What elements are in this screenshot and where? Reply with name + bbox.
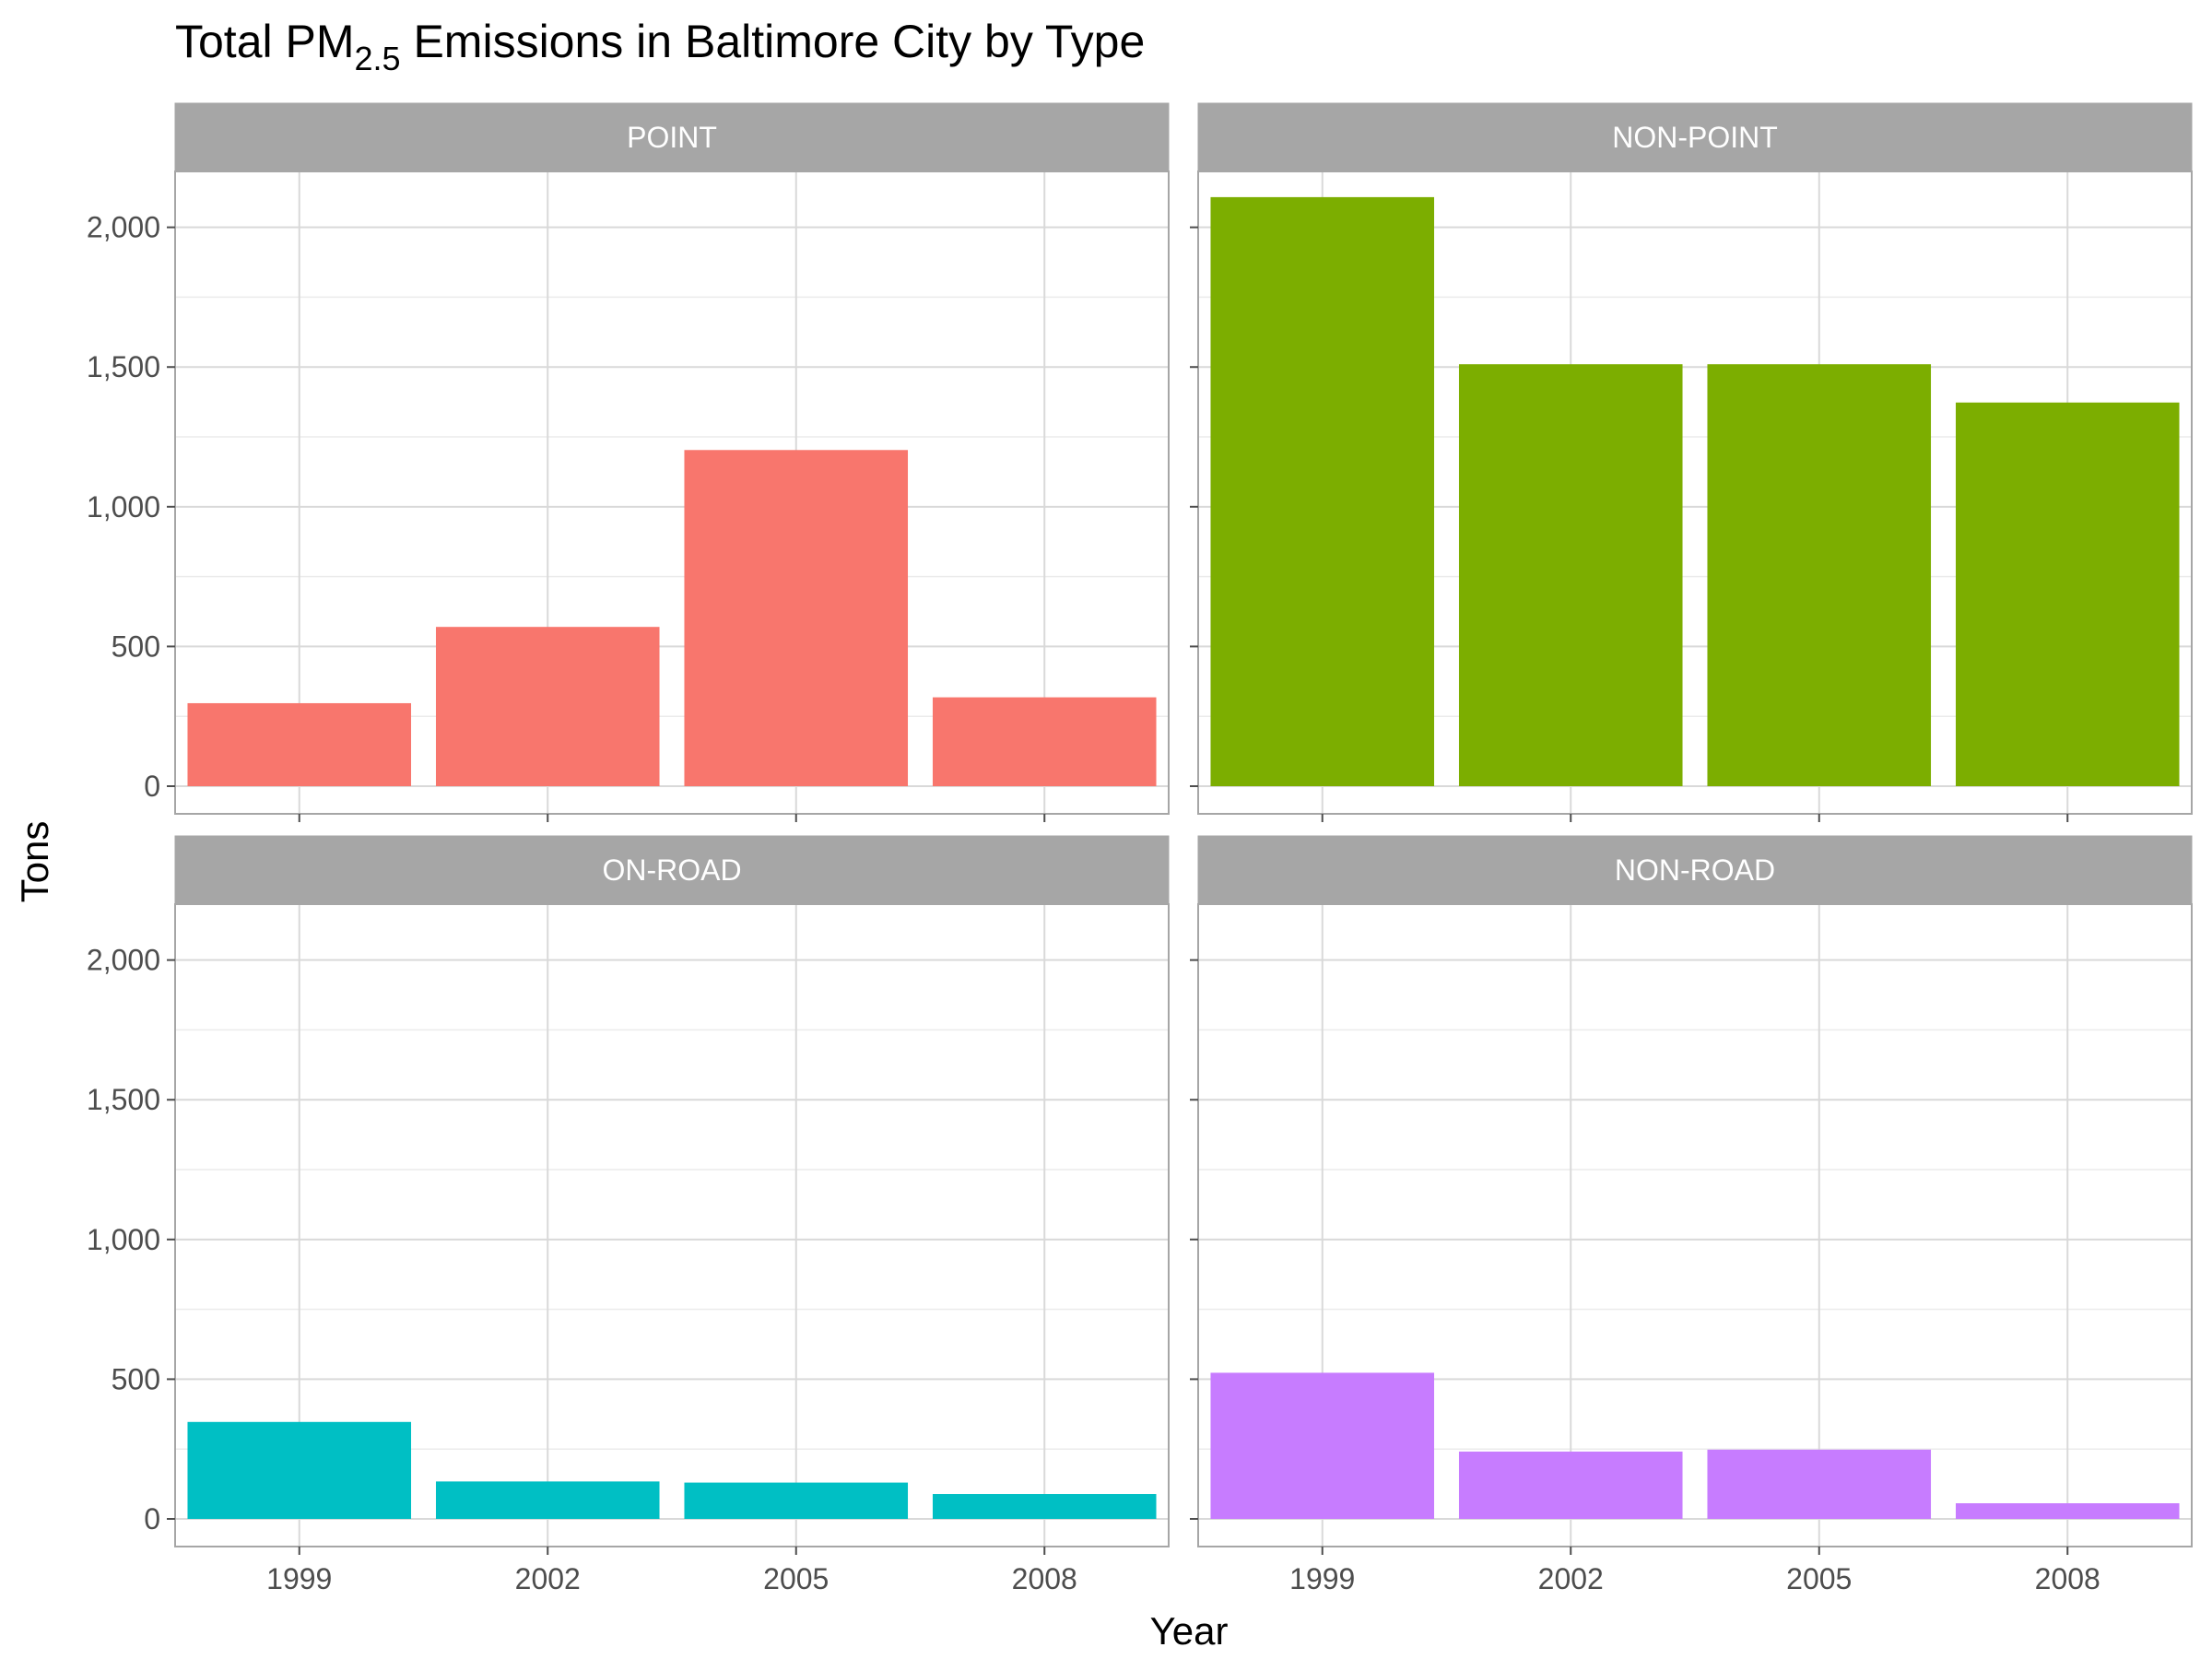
bar-non-road-2002 — [1458, 1451, 1683, 1519]
x-tick-label: 1999 — [266, 1562, 332, 1595]
strip-label-on-road: ON-ROAD — [602, 853, 741, 887]
strip-label-non-point: NON-POINT — [1612, 121, 1778, 154]
x-tick-label: 2005 — [763, 1562, 829, 1595]
bar-non-point-2008 — [1955, 402, 2180, 786]
bar-point-1999 — [187, 702, 412, 786]
bar-point-2005 — [684, 450, 909, 786]
bar-non-point-2005 — [1707, 364, 1932, 786]
chart-title-prefix: Total PM — [175, 16, 355, 67]
bar-on-road-2002 — [435, 1481, 660, 1519]
y-tick-label: 0 — [144, 770, 160, 803]
x-tick-label: 2008 — [1012, 1562, 1077, 1595]
panel-border — [174, 171, 1170, 815]
bar-non-road-2005 — [1707, 1449, 1932, 1519]
facet-panels: POINT 0 500 1,000 1,500 2,000 NON-POINT ON-ROAD… — [87, 102, 2193, 1595]
panel-non-point: NON-POINT — [1190, 102, 2193, 822]
bar-on-road-2008 — [932, 1494, 1157, 1519]
bar-non-point-2002 — [1458, 364, 1683, 786]
bar-non-point-1999 — [1210, 196, 1435, 787]
y-tick-label: 1,500 — [87, 1083, 160, 1116]
strip-non-point — [1197, 102, 2193, 172]
strip-non-road — [1197, 835, 2193, 905]
y-tick-label: 2,000 — [87, 211, 160, 244]
chart-title-suffix: Emissions in Baltimore City by Type — [401, 16, 1146, 67]
strip-label-non-road: NON-ROAD — [1615, 853, 1775, 887]
panel-border — [1197, 903, 2193, 1547]
panel-point: POINT 0 500 1,000 1,500 2,000 — [87, 102, 1170, 822]
x-tick-label: 2002 — [1538, 1562, 1604, 1595]
x-tick-label: 2005 — [1786, 1562, 1852, 1595]
x-axis-title: Year — [1150, 1609, 1229, 1653]
y-tick-label: 1,000 — [87, 1223, 160, 1256]
bar-point-2002 — [435, 627, 660, 786]
panel-border — [1197, 171, 2193, 815]
y-axis-title: Tons — [13, 821, 56, 903]
strip-point — [174, 102, 1170, 172]
chart-title-subscript: 2.5 — [355, 40, 401, 77]
strip-on-road — [174, 835, 1170, 905]
x-tick-label: 2002 — [515, 1562, 581, 1595]
bar-non-road-2008 — [1955, 1503, 2180, 1519]
bar-point-2008 — [932, 697, 1157, 786]
y-tick-label: 1,500 — [87, 350, 160, 383]
y-tick-label: 500 — [112, 629, 160, 663]
x-tick-label: 1999 — [1289, 1562, 1355, 1595]
strip-label-point: POINT — [627, 121, 717, 154]
bar-on-road-1999 — [187, 1421, 412, 1519]
panel-non-road: NON-ROAD 1999 2002 2005 2008 — [1190, 835, 2193, 1595]
y-tick-label: 2,000 — [87, 944, 160, 977]
panel-on-road: ON-ROAD 0 500 1,000 1,500 2,000 1999 2002 2005 20… — [87, 835, 1170, 1595]
bar-non-road-1999 — [1210, 1372, 1435, 1519]
chart-title: Total PM2.5 Emissions in Baltimore City … — [175, 16, 1145, 77]
x-tick-label: 2008 — [2035, 1562, 2100, 1595]
y-tick-label: 1,000 — [87, 490, 160, 524]
y-tick-label: 500 — [112, 1362, 160, 1395]
bar-on-road-2005 — [684, 1482, 909, 1519]
panel-border — [174, 903, 1170, 1547]
y-tick-label: 0 — [144, 1502, 160, 1535]
